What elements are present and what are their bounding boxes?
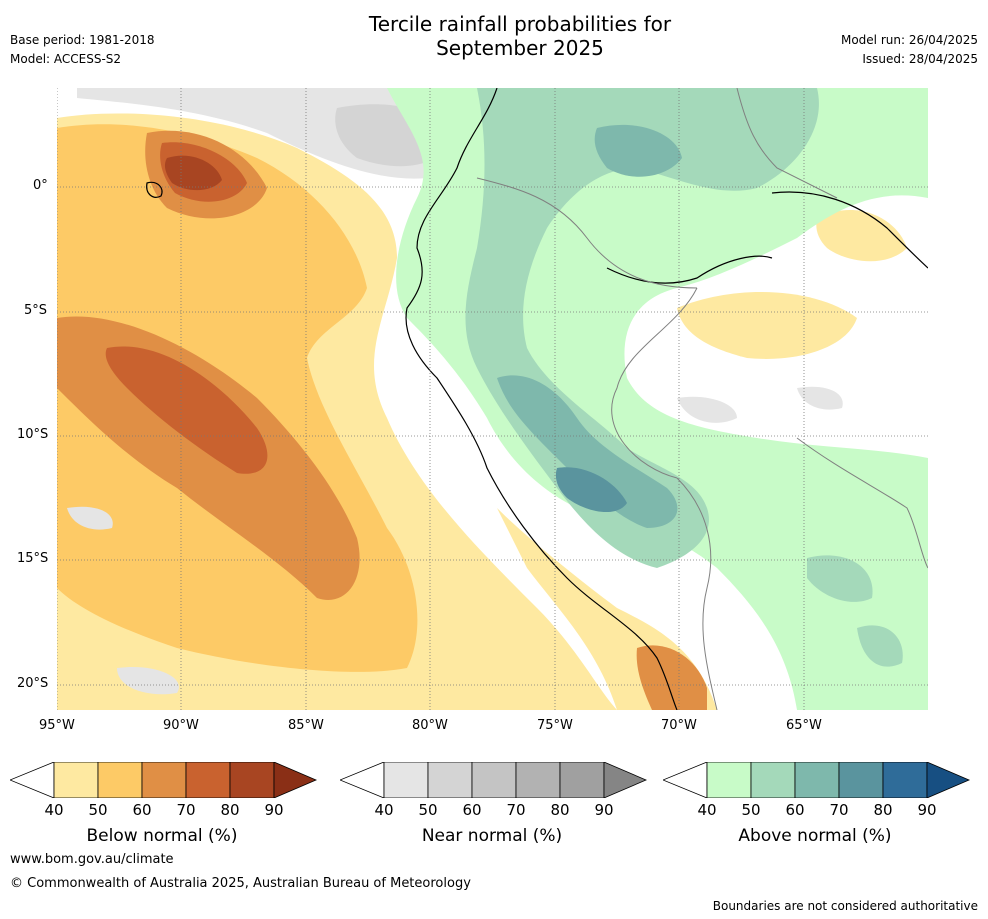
coastline xyxy=(146,88,928,710)
colorbar-near-swatch-4 xyxy=(515,762,561,798)
colorbar-near-swatch-6 xyxy=(603,762,648,798)
country-borders xyxy=(476,88,928,710)
model-text: Model: ACCESS-S2 xyxy=(10,52,122,66)
colorbar-near-swatch-1 xyxy=(383,762,429,798)
lat-tick-5s: 5°S xyxy=(24,303,48,318)
lon-tick-80w: 80°W xyxy=(412,718,448,733)
colorbar-below-tick-60: 60 xyxy=(132,801,152,819)
lat-tick-0: 0° xyxy=(33,178,48,193)
colorbar-above-normal xyxy=(663,762,971,798)
model-run-text: Model run: 26/04/2025 xyxy=(840,33,978,47)
graticule xyxy=(57,88,928,710)
colorbar-below-swatch-4 xyxy=(185,762,231,798)
disclaimer-text: Boundaries are not considered authoritat… xyxy=(712,899,978,913)
colorbar-below-normal xyxy=(10,762,318,798)
colorbar-above-swatch-1 xyxy=(706,762,752,798)
colorbar-above-tick-80: 80 xyxy=(873,801,893,819)
colorbar-near-tick-60: 60 xyxy=(462,801,482,819)
map-title-line1: Tercile rainfall probabilities for xyxy=(368,12,672,36)
colorbar-above-tick-60: 60 xyxy=(785,801,805,819)
lon-tick-85w: 85°W xyxy=(288,718,324,733)
colorbar-above-swatch-6 xyxy=(926,762,971,798)
lon-tick-70w: 70°W xyxy=(661,718,697,733)
colorbar-above-swatch-2 xyxy=(750,762,796,798)
lon-tick-65w: 65°W xyxy=(786,718,822,733)
colorbar-above-swatch-4 xyxy=(838,762,884,798)
copyright-text: © Commonwealth of Australia 2025, Austra… xyxy=(10,876,471,891)
colorbar-below-tick-80: 80 xyxy=(220,801,240,819)
colorbar-below-swatch-5 xyxy=(229,762,275,798)
colorbar-above-tick-70: 70 xyxy=(829,801,849,819)
colorbar-near-swatch-5 xyxy=(559,762,605,798)
colorbar-below-tick-40: 40 xyxy=(44,801,64,819)
colorbar-above-swatch-5 xyxy=(882,762,928,798)
colorbar-near-tick-40: 40 xyxy=(374,801,394,819)
colorbar-above-swatch-3 xyxy=(794,762,840,798)
colorbar-below-swatch-6 xyxy=(273,762,318,798)
lat-tick-10s: 10°S xyxy=(17,427,49,442)
colorbar-near-tick-70: 70 xyxy=(506,801,526,819)
colorbar-below-swatch-3 xyxy=(141,762,187,798)
colorbar-below-swatch-1 xyxy=(53,762,99,798)
below-normal-region xyxy=(57,113,907,710)
colorbar-near-normal xyxy=(340,762,648,798)
colorbar-near-tick-50: 50 xyxy=(418,801,438,819)
colorbar-below-swatch-0 xyxy=(10,762,55,798)
colorbar-above-tick-90: 90 xyxy=(917,801,937,819)
colorbar-near-label: Near normal (%) xyxy=(421,826,563,846)
colorbar-below-tick-50: 50 xyxy=(88,801,108,819)
above-normal-region xyxy=(387,88,928,710)
colorbar-near-swatch-0 xyxy=(340,762,385,798)
website-link[interactable]: www.bom.gov.au/climate xyxy=(10,852,174,867)
colorbar-below-label: Below normal (%) xyxy=(86,826,238,846)
colorbar-near-swatch-3 xyxy=(471,762,517,798)
colorbar-above-swatch-0 xyxy=(663,762,708,798)
lat-tick-20s: 20°S xyxy=(17,676,49,691)
map-title-line2: September 2025 xyxy=(436,36,604,60)
base-period-text: Base period: 1981-2018 xyxy=(10,33,155,47)
lon-tick-90w: 90°W xyxy=(163,718,199,733)
colorbar-above-tick-40: 40 xyxy=(697,801,717,819)
colorbar-near-swatch-2 xyxy=(427,762,473,798)
colorbar-above-label: Above normal (%) xyxy=(738,826,892,846)
colorbar-below-tick-70: 70 xyxy=(176,801,196,819)
colorbar-below-tick-90: 90 xyxy=(264,801,284,819)
rainfall-probability-map xyxy=(57,88,928,710)
lon-tick-95w: 95°W xyxy=(39,718,75,733)
lon-tick-75w: 75°W xyxy=(537,718,573,733)
issued-text: Issued: 28/04/2025 xyxy=(862,52,978,66)
colorbar-below-swatch-2 xyxy=(97,762,143,798)
colorbar-near-tick-90: 90 xyxy=(594,801,614,819)
colorbar-above-tick-50: 50 xyxy=(741,801,761,819)
lat-tick-15s: 15°S xyxy=(17,551,49,566)
colorbar-near-tick-80: 80 xyxy=(550,801,570,819)
